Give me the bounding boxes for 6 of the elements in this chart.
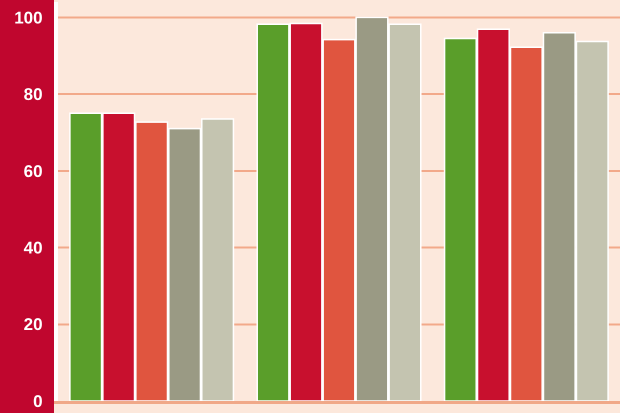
y-tick-label: 60	[24, 162, 43, 181]
y-tick-label: 40	[24, 238, 43, 258]
y-tick-label: 0	[33, 392, 43, 411]
y-tick-label: 100	[14, 8, 43, 28]
y-tick-label: 80	[24, 85, 43, 104]
y-tick-label: 20	[24, 315, 43, 334]
